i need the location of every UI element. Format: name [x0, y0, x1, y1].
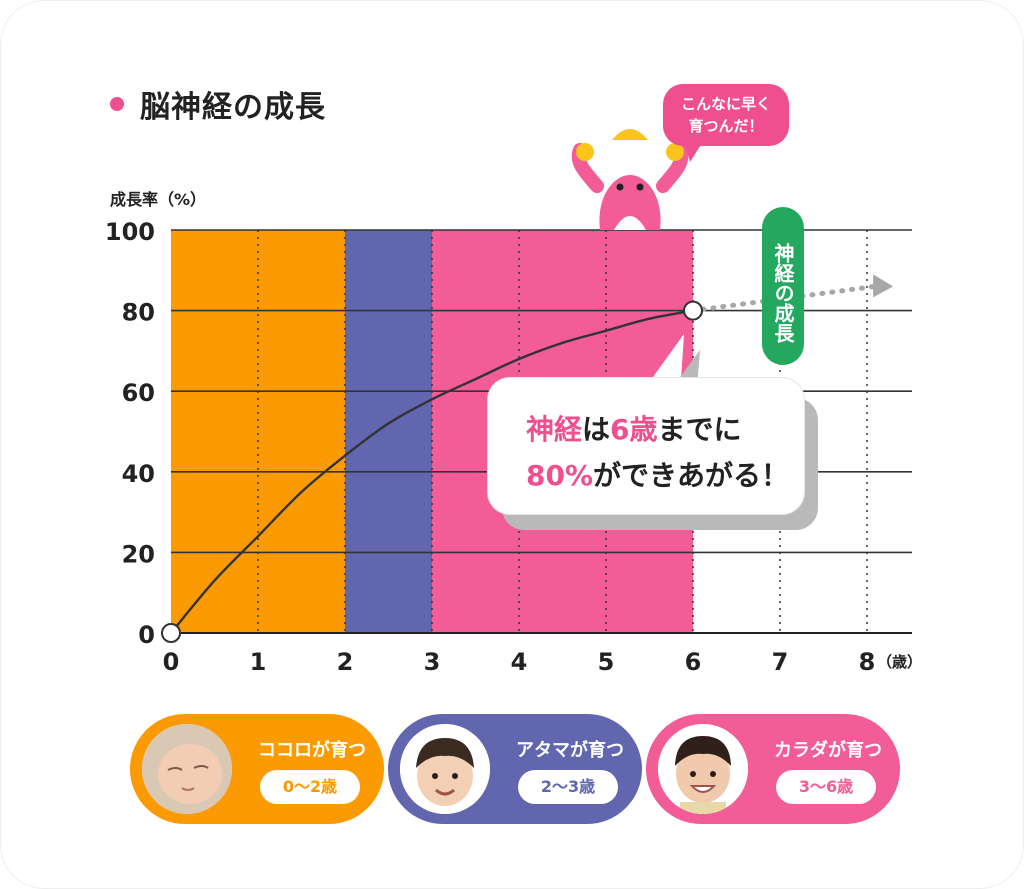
mascot-illustration [571, 129, 689, 230]
age-band-1 [345, 230, 432, 633]
x-tick-label-5: 5 [598, 648, 615, 676]
y-tick-label-100: 100 [105, 218, 155, 246]
growth-curve [170, 309, 694, 634]
speech-bubble-line2: 育つんだ！ [688, 117, 764, 135]
age-band-0 [171, 230, 345, 633]
stage-label-karada: カラダが育つ [774, 740, 882, 761]
child-photo-atama [400, 724, 490, 814]
page-title: 脳神経の成長 [140, 90, 326, 125]
callout-box: 神経は6歳までに 80%ができあがる！ [488, 378, 804, 514]
y-tick-label-80: 80 [122, 299, 155, 327]
callout-made: までに [657, 413, 742, 446]
x-tick-label-1: 1 [250, 648, 267, 676]
callout-ha: は [582, 413, 611, 446]
callout-line1: 神経は6歳までに [526, 408, 742, 448]
stage-label-kokoro: ココロが育つ [258, 740, 366, 761]
baby-photo [142, 724, 232, 814]
x-tick-label-4: 4 [511, 648, 528, 676]
stage-range-atama: 2〜3歳 [518, 770, 618, 804]
start-point [161, 623, 181, 643]
stage-label-atama: アタマが育つ [516, 740, 624, 761]
callout-nerve: 神経 [526, 413, 583, 446]
callout-age: 6歳 [610, 413, 658, 446]
stage-range-kokoro: 0〜2歳 [260, 770, 360, 804]
end-point-6-years [683, 300, 703, 321]
x-tick-label-7: 7 [772, 648, 789, 676]
x-tick-label-3: 3 [424, 648, 441, 676]
stage-card-kokoro: ココロが育つ 0〜2歳 [130, 714, 384, 824]
callout-percent: 80% [526, 459, 594, 492]
y-tick-label-60: 60 [122, 379, 155, 407]
x-tick-label-0: 0 [163, 648, 180, 676]
x-tick-label-8: 8 [859, 648, 876, 676]
callout-complete: ができあがる！ [593, 459, 790, 492]
callout-line2: 80%ができあがる！ [526, 454, 789, 494]
title-row: 脳神経の成長 [110, 82, 326, 126]
y-axis-label: 成長率（%） [110, 190, 207, 209]
y-tick-label-0: 0 [138, 621, 155, 649]
x-tick-label-6: 6 [685, 648, 702, 676]
speech-bubble-tail [684, 140, 704, 162]
title-bullet-icon [110, 97, 124, 111]
y-tick-label-20: 20 [122, 540, 155, 568]
child-photo-karada [658, 724, 748, 814]
nerve-growth-tag: 神経の成長 [762, 207, 804, 365]
stage-card-karada: カラダが育つ 3〜6歳 [646, 714, 900, 824]
speech-bubble: こんなに早く 育つんだ！ [663, 84, 789, 146]
stage-card-atama: アタマが育つ 2〜3歳 [388, 714, 642, 824]
projection-arrow-icon [873, 274, 894, 298]
x-tick-label-2: 2 [337, 648, 354, 676]
stage-range-karada: 3〜6歳 [776, 770, 876, 804]
y-tick-label-40: 40 [122, 460, 155, 488]
x-unit-label: （歳） [877, 653, 922, 671]
speech-bubble-line1: こんなに早く [680, 95, 771, 113]
